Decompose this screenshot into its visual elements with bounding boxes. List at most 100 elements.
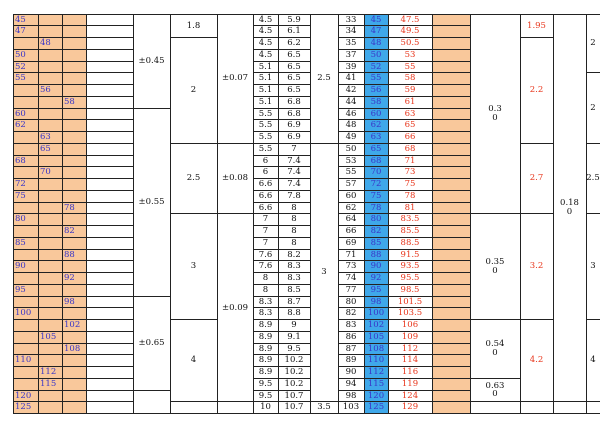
- series-2-value: [38, 284, 62, 296]
- merged-col16-cell: 3.2: [529, 261, 544, 272]
- min-value: 6.6: [258, 202, 273, 213]
- series-3-value: [62, 132, 86, 144]
- series-2-value: [38, 273, 62, 285]
- grid-line: [170, 142, 217, 144]
- merged-col10-cell: 3: [321, 267, 327, 278]
- merged-col16-cell: 2.7: [529, 173, 544, 184]
- inner-value: 90: [345, 367, 357, 378]
- grid-line: [13, 330, 133, 332]
- nominal-size: 68: [364, 155, 388, 167]
- grid-line: [13, 225, 133, 226]
- inner-value: 89: [345, 355, 357, 366]
- grid-line: [338, 154, 470, 156]
- max-value: 8.8: [287, 308, 301, 319]
- outer-value: 103.5: [397, 308, 423, 319]
- grid-line: [253, 189, 310, 191]
- series-1-value: 62: [15, 120, 26, 131]
- min-value: 8.9: [258, 343, 273, 354]
- series-1-value: [13, 378, 38, 390]
- blank-cell: [86, 49, 133, 61]
- min-value: 6.6: [258, 190, 273, 201]
- series-2-value: [38, 61, 62, 73]
- grid-line: [13, 13, 600, 15]
- series-1-value: 95: [15, 284, 26, 295]
- grid-line: [253, 48, 310, 50]
- blank-cell: [86, 26, 133, 38]
- outer-value: 49.5: [400, 26, 420, 37]
- grid-line: [253, 295, 310, 297]
- merged-col7-cell: ±0.09: [221, 302, 249, 313]
- grid-line: [13, 48, 133, 50]
- series-2-value: [38, 226, 62, 238]
- blank-cell: [86, 296, 133, 308]
- max-value: 7: [291, 143, 297, 154]
- min-value: 6: [262, 155, 269, 166]
- series-2-value: 115: [40, 378, 57, 389]
- outer-value: 98.5: [400, 284, 420, 295]
- grid-line: [310, 142, 338, 144]
- series-1-value: 125: [15, 402, 32, 413]
- series-2-value: [38, 155, 62, 167]
- grid-line: [310, 401, 338, 403]
- outer-value: 55: [404, 61, 416, 72]
- outer-value: 85.5: [400, 226, 420, 237]
- min-value: 10: [260, 402, 271, 413]
- grid-line: [520, 142, 553, 144]
- series-2-value: [38, 190, 62, 202]
- series-3-value: 58: [64, 96, 75, 107]
- series-3-value: [62, 390, 86, 402]
- grid-line: [338, 60, 470, 62]
- blank-cell: [86, 132, 133, 144]
- nominal-size: 78: [364, 202, 388, 214]
- max-value: 8.2: [287, 249, 301, 260]
- nominal-size: 75: [364, 190, 388, 202]
- inner-value: 53: [345, 155, 357, 166]
- nominal-size: 47: [364, 25, 388, 38]
- nominal-size: 110: [364, 354, 388, 367]
- series-2-value: [38, 96, 62, 108]
- grid-line: [13, 142, 133, 144]
- inner-value: 46: [345, 108, 357, 119]
- inner-value: 60: [345, 190, 357, 201]
- series-2-value: [38, 343, 62, 355]
- grid-line: [13, 401, 133, 403]
- grid-line: [253, 213, 310, 215]
- outer-value: 53: [404, 49, 416, 60]
- series-2-value: [38, 402, 62, 414]
- series-1-value: 110: [15, 355, 32, 366]
- grid-line: [13, 107, 133, 109]
- grid-line: [338, 225, 470, 226]
- min-value: 8.3: [258, 308, 273, 319]
- min-value: 5.1: [258, 85, 273, 96]
- grid-line: [253, 330, 310, 332]
- series-2-value: [38, 214, 62, 226]
- grid-line: [13, 354, 133, 356]
- grid-line: [253, 389, 310, 391]
- grid-line: [338, 131, 470, 132]
- series-1-value: [13, 296, 38, 308]
- blank-cell: [86, 143, 133, 155]
- nominal-size: 55: [364, 72, 388, 85]
- series-1-value: 50: [15, 49, 26, 60]
- min-value: 5.1: [258, 73, 273, 84]
- grid-line: [338, 366, 470, 367]
- inner-value: 48: [345, 120, 357, 131]
- inner-value: 44: [345, 96, 357, 107]
- max-value: 6.5: [287, 85, 301, 96]
- series-3-value: [62, 237, 86, 249]
- nominal-size: 88: [364, 249, 388, 261]
- grid-line: [13, 319, 133, 320]
- blank-cell: [86, 308, 133, 320]
- max-value: 7.4: [287, 155, 301, 166]
- inner-value: 49: [345, 132, 357, 143]
- blank-cell: [86, 367, 133, 379]
- grid-line: [520, 37, 553, 38]
- max-value: 10.2: [284, 355, 304, 366]
- nominal-size: 70: [364, 166, 388, 179]
- nominal-size: 65: [364, 143, 388, 155]
- grid-line: [253, 25, 310, 27]
- outer-value: 50.5: [400, 38, 420, 49]
- blank-cell: [86, 402, 133, 414]
- nominal-size: 60: [364, 108, 388, 120]
- grid-line: [217, 401, 253, 403]
